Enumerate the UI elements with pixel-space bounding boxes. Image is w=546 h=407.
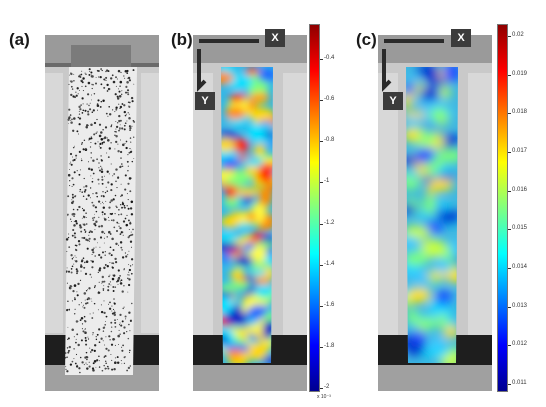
colorbar-b-tick-label: -1.6 — [324, 301, 335, 308]
colorbar-c-tick-mark — [508, 384, 511, 385]
colorbar-b-tick-mark — [320, 100, 323, 102]
colorbar-b-tick-mark — [320, 141, 323, 143]
colorbar-b-tick-mark — [320, 223, 323, 225]
specimen-photo-a — [45, 35, 159, 391]
colorbar-c-tick-label: 0.017 — [512, 148, 528, 154]
colorbar-c-tick-label: 0.018 — [512, 109, 528, 116]
colorbar-b-tick-label: -0.4 — [324, 55, 335, 61]
colorbar-c-tick-label: 0.019 — [512, 70, 528, 77]
colorbar-c-tick-mark — [508, 345, 511, 347]
colorbar-c-tick-mark — [508, 306, 511, 308]
colorbar-b-tick-label: -1 — [324, 178, 330, 185]
colorbar-c-tick-label: 0.014 — [512, 264, 528, 270]
colorbar-c-tick-mark — [508, 74, 511, 76]
colorbar-b-tick-label: -0.8 — [324, 137, 335, 144]
colorbar-b-tick-mark — [320, 182, 323, 184]
colorbar-c-tick-label: 0.015 — [512, 225, 528, 232]
x-axis-marker-c: X — [451, 29, 471, 47]
colorbar-b-tick-mark — [320, 388, 323, 389]
specimen-photo-c — [378, 35, 492, 391]
colorbar-c-tick-mark — [508, 268, 511, 269]
colorbar-b — [309, 24, 320, 392]
colorbar-c-tick-mark — [508, 190, 511, 192]
strain-field-image-c — [378, 35, 492, 391]
colorbar-b-tick-label: -1.8 — [324, 342, 335, 349]
colorbar-c — [497, 24, 508, 392]
colorbar-c-tick-label: 0.016 — [512, 186, 528, 193]
colorbar-c-tick-label: 0.02 — [512, 32, 524, 38]
colorbar-b-tick-label: -1.4 — [324, 260, 335, 267]
colorbar-c-tick-label: 0.011 — [512, 380, 527, 386]
colorbar-c-tick-label: 0.012 — [512, 341, 528, 348]
colorbar-b-tick-label: -1.2 — [324, 219, 335, 226]
panel-label-a: (a) — [9, 30, 30, 49]
colorbar-c-tick-mark — [508, 152, 511, 153]
speckle-specimen-image — [45, 35, 159, 391]
colorbar-b-tick-label: -0.6 — [324, 96, 335, 103]
colorbar-c-tick-mark — [508, 229, 511, 231]
colorbar-b-tick-mark — [320, 59, 323, 60]
colorbar-c-tick-mark — [508, 113, 511, 115]
panel-label-c: (c) — [356, 30, 377, 49]
colorbar-c-tick-mark — [508, 36, 511, 37]
colorbar-b-tick-mark — [320, 264, 323, 266]
strain-field-image-b — [193, 35, 307, 391]
colorbar-b-tick-mark — [320, 305, 323, 307]
colorbar-b-multiplier: x 10⁻³ — [317, 394, 331, 400]
x-axis-marker-b: X — [265, 29, 285, 47]
specimen-photo-b — [193, 35, 307, 391]
colorbar-c-tick-label: 0.013 — [512, 302, 528, 309]
y-axis-marker-c: Y — [383, 92, 403, 110]
y-axis-marker-b: Y — [195, 92, 215, 110]
colorbar-b-tick-mark — [320, 346, 323, 348]
colorbar-b-tick-label: -2 — [324, 384, 330, 390]
panel-label-b: (b) — [171, 30, 193, 49]
